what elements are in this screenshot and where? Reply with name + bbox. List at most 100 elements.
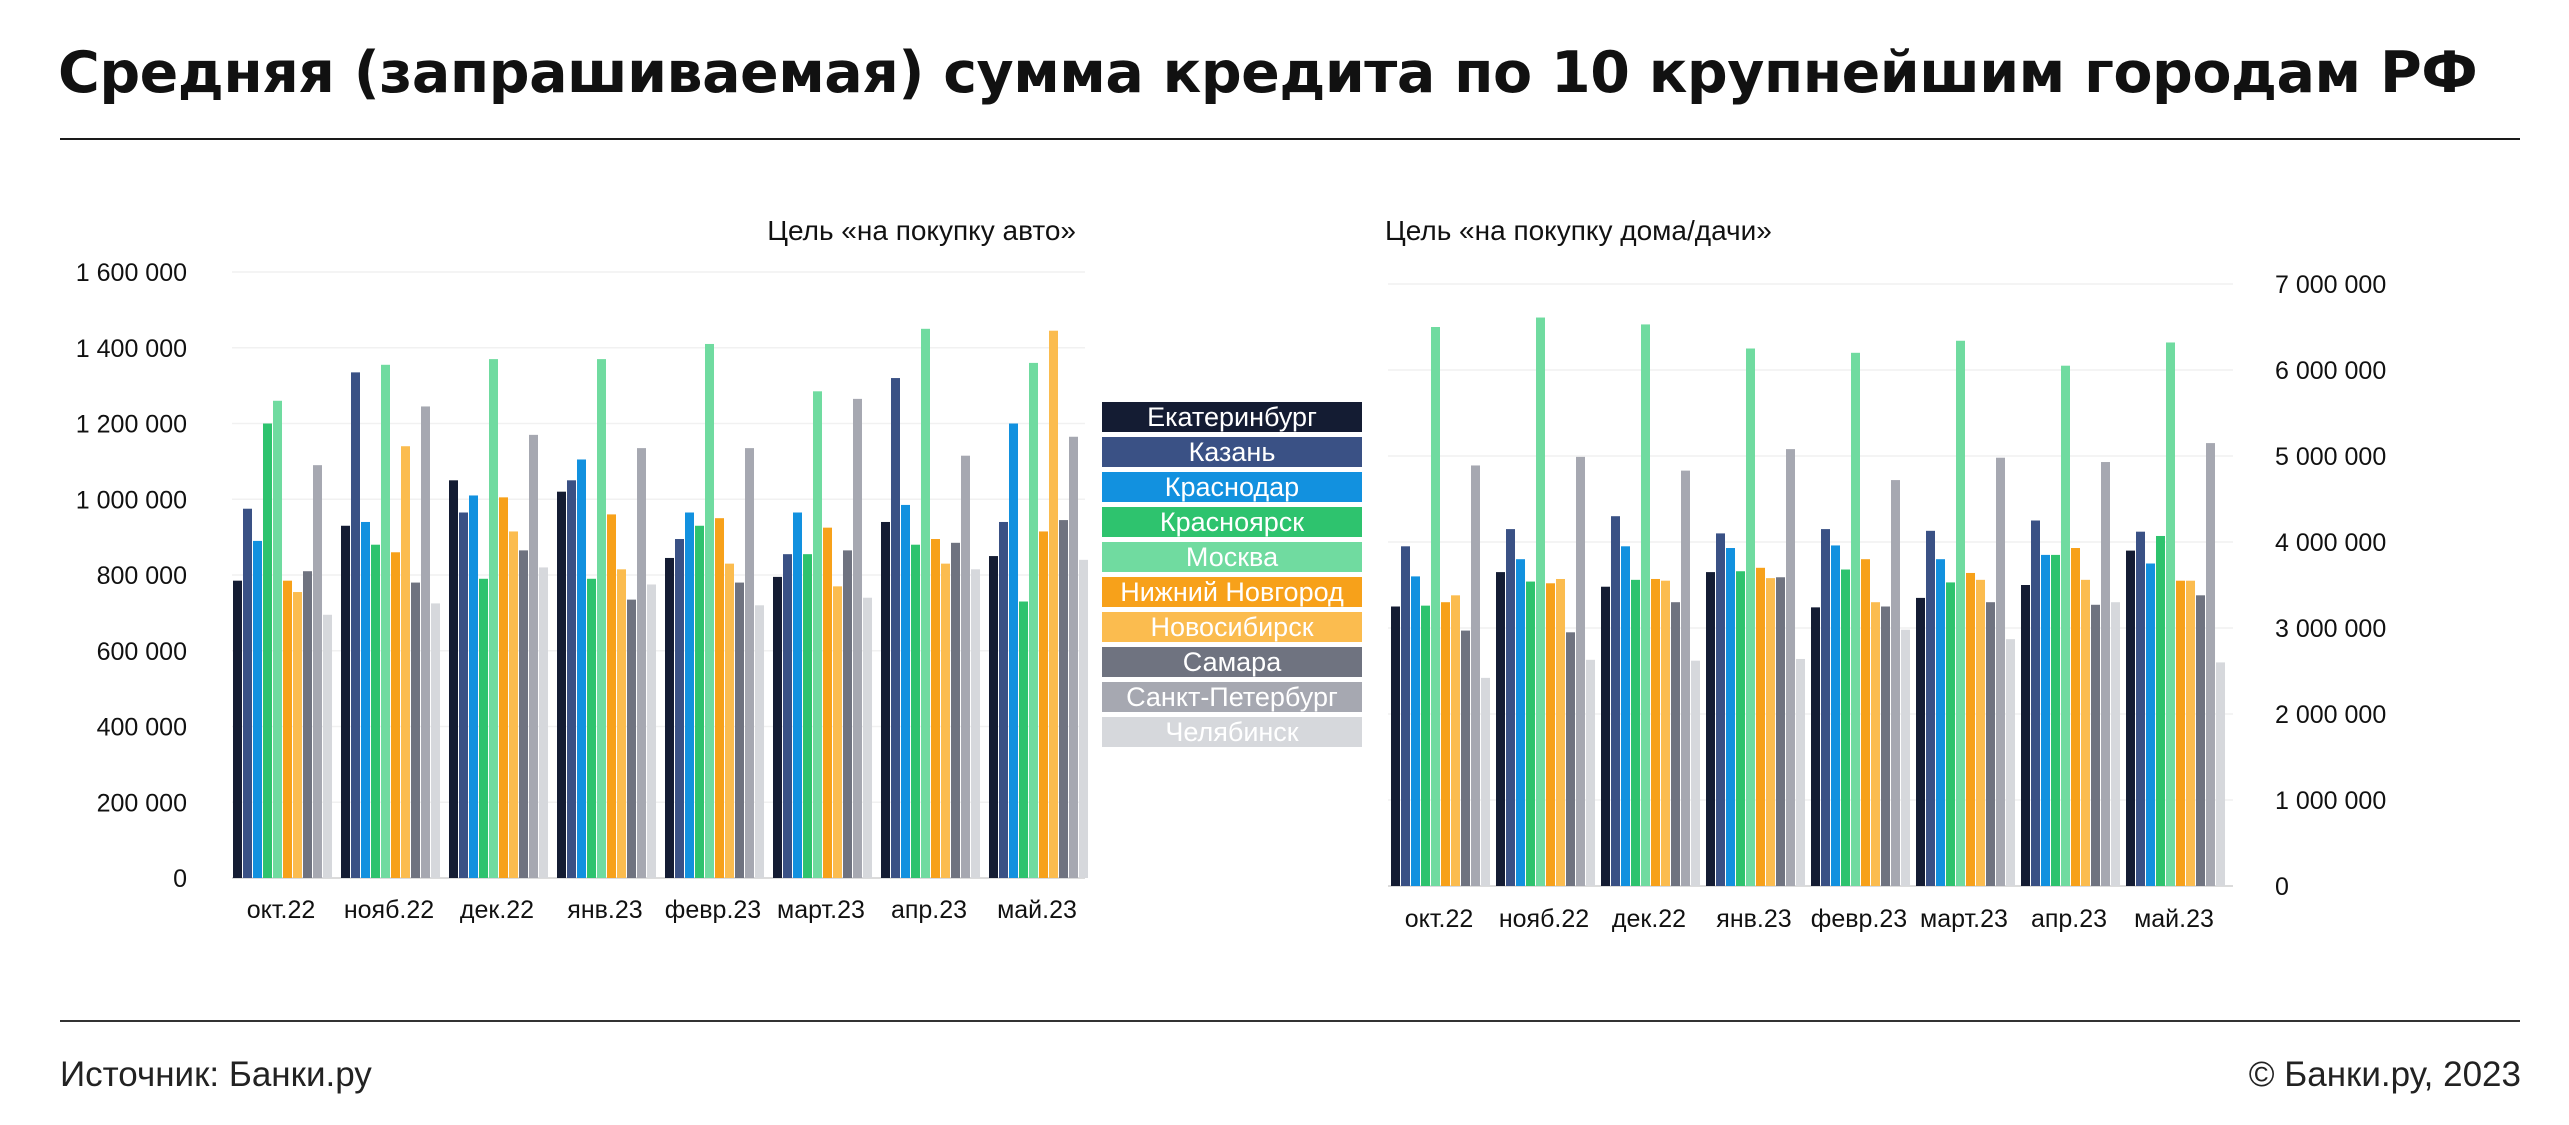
bar-нижний-новгород bbox=[283, 580, 292, 878]
chart-house-subtitle: Цель «на покупку дома/дачи» bbox=[1385, 215, 1772, 246]
bar-новосибирск bbox=[1766, 578, 1775, 886]
y-tick-label: 1 000 000 bbox=[76, 486, 187, 514]
bar-санкт-петербург bbox=[1681, 470, 1690, 886]
bar-самара bbox=[1776, 577, 1785, 886]
bar-екатеринбург bbox=[2126, 550, 2135, 886]
bar-москва bbox=[2166, 342, 2175, 887]
bar-нижний-новгород bbox=[2176, 580, 2185, 886]
bar-москва bbox=[273, 400, 282, 878]
y-tick-label: 1 200 000 bbox=[76, 411, 187, 439]
x-tick-label: апр.23 bbox=[891, 896, 967, 924]
bar-челябинск bbox=[2216, 662, 2225, 886]
bar-казань bbox=[459, 512, 468, 878]
bar-нижний-новгород bbox=[715, 518, 724, 878]
bar-челябинск bbox=[863, 597, 872, 878]
bar-москва bbox=[381, 364, 390, 878]
bar-санкт-петербург bbox=[1891, 480, 1900, 886]
x-tick-label: дек.22 bbox=[1612, 905, 1686, 933]
bar-самара bbox=[735, 582, 744, 878]
copyright-note: © Банки.ру, 2023 bbox=[2248, 1055, 2521, 1094]
bar-краснодар bbox=[577, 459, 586, 878]
bar-новосибирск bbox=[1871, 602, 1880, 886]
bar-казань bbox=[1401, 546, 1410, 886]
legend-item-самара: Самара bbox=[1102, 647, 1362, 677]
x-tick-label: февр.23 bbox=[1811, 905, 1907, 933]
bar-самара bbox=[1566, 632, 1575, 886]
x-tick-label: апр.23 bbox=[2031, 905, 2107, 933]
bar-самара bbox=[627, 599, 636, 878]
bar-челябинск bbox=[1481, 677, 1490, 886]
bar-краснодар bbox=[1831, 545, 1840, 886]
bar-москва bbox=[1641, 324, 1650, 886]
bar-москва bbox=[597, 359, 606, 878]
bar-нижний-новгород bbox=[1966, 572, 1975, 886]
chart-auto-subtitle: Цель «на покупку авто» bbox=[767, 215, 1076, 246]
bar-москва bbox=[1431, 327, 1440, 886]
page-title: Средняя (запрашиваемая) сумма кредита по… bbox=[58, 40, 2478, 106]
bar-санкт-петербург bbox=[1576, 456, 1585, 886]
bar-москва bbox=[921, 328, 930, 878]
bar-казань bbox=[783, 554, 792, 878]
bar-красноярск bbox=[1841, 569, 1850, 886]
x-tick-label: янв.23 bbox=[567, 896, 642, 924]
bar-екатеринбург bbox=[449, 480, 458, 878]
bar-нижний-новгород bbox=[1546, 583, 1555, 886]
bar-новосибирск bbox=[1451, 595, 1460, 886]
bar-екатеринбург bbox=[773, 576, 782, 878]
bar-москва bbox=[1956, 340, 1965, 886]
bar-челябинск bbox=[755, 605, 764, 878]
bar-казань bbox=[675, 539, 684, 878]
bar-челябинск bbox=[323, 614, 332, 878]
y-tick-label: 600 000 bbox=[97, 638, 187, 666]
legend-item-санкт-петербург: Санкт-Петербург bbox=[1102, 682, 1362, 712]
bar-новосибирск bbox=[2081, 579, 2090, 886]
bar-красноярск bbox=[911, 544, 920, 878]
bar-самара bbox=[2196, 595, 2205, 886]
bar-краснодар bbox=[361, 521, 370, 878]
bar-санкт-петербург bbox=[421, 406, 430, 878]
bar-самара bbox=[1881, 606, 1890, 886]
bar-новосибирск bbox=[1661, 580, 1670, 886]
x-tick-label: март.23 bbox=[1920, 905, 2008, 933]
bar-екатеринбург bbox=[557, 491, 566, 878]
bar-санкт-петербург bbox=[637, 448, 646, 878]
bar-нижний-новгород bbox=[2071, 548, 2080, 886]
y-tick-label: 1 400 000 bbox=[76, 335, 187, 363]
bar-москва bbox=[489, 359, 498, 878]
bar-нижний-новгород bbox=[931, 539, 940, 878]
bar-краснодар bbox=[2041, 554, 2050, 886]
bar-челябинск bbox=[1691, 660, 1700, 886]
bar-самара bbox=[1461, 630, 1470, 886]
bar-нижний-новгород bbox=[1756, 567, 1765, 886]
x-tick-label: май.23 bbox=[2134, 905, 2214, 933]
bar-новосибирск bbox=[401, 446, 410, 878]
bar-санкт-петербург bbox=[2101, 462, 2110, 886]
bar-казань bbox=[891, 378, 900, 878]
bar-новосибирск bbox=[1556, 578, 1565, 886]
bar-красноярск bbox=[1526, 581, 1535, 886]
bar-санкт-петербург bbox=[313, 465, 322, 878]
y-tick-label: 5 000 000 bbox=[2275, 443, 2386, 471]
bar-краснодар bbox=[2146, 563, 2155, 886]
bar-красноярск bbox=[803, 554, 812, 878]
x-tick-label: февр.23 bbox=[665, 896, 761, 924]
y-tick-label: 1 000 000 bbox=[2275, 787, 2386, 815]
y-tick-label: 2 000 000 bbox=[2275, 701, 2386, 729]
bar-новосибирск bbox=[617, 569, 626, 878]
bar-нижний-новгород bbox=[391, 552, 400, 878]
bar-казань bbox=[1821, 529, 1830, 886]
bar-москва bbox=[2061, 365, 2070, 886]
bar-екатеринбург bbox=[1916, 597, 1925, 886]
legend-item-новосибирск: Новосибирск bbox=[1102, 612, 1362, 642]
bar-челябинск bbox=[647, 584, 656, 878]
bar-екатеринбург bbox=[2021, 585, 2030, 886]
bar-красноярск bbox=[1631, 579, 1640, 886]
y-tick-label: 400 000 bbox=[97, 714, 187, 742]
y-tick-label: 0 bbox=[173, 865, 187, 893]
bar-казань bbox=[2031, 520, 2040, 886]
bar-красноярск bbox=[2156, 535, 2165, 886]
legend-item-нижний-новгород: Нижний Новгород bbox=[1102, 577, 1362, 607]
bar-казань bbox=[1506, 529, 1515, 886]
bar-казань bbox=[1611, 516, 1620, 886]
